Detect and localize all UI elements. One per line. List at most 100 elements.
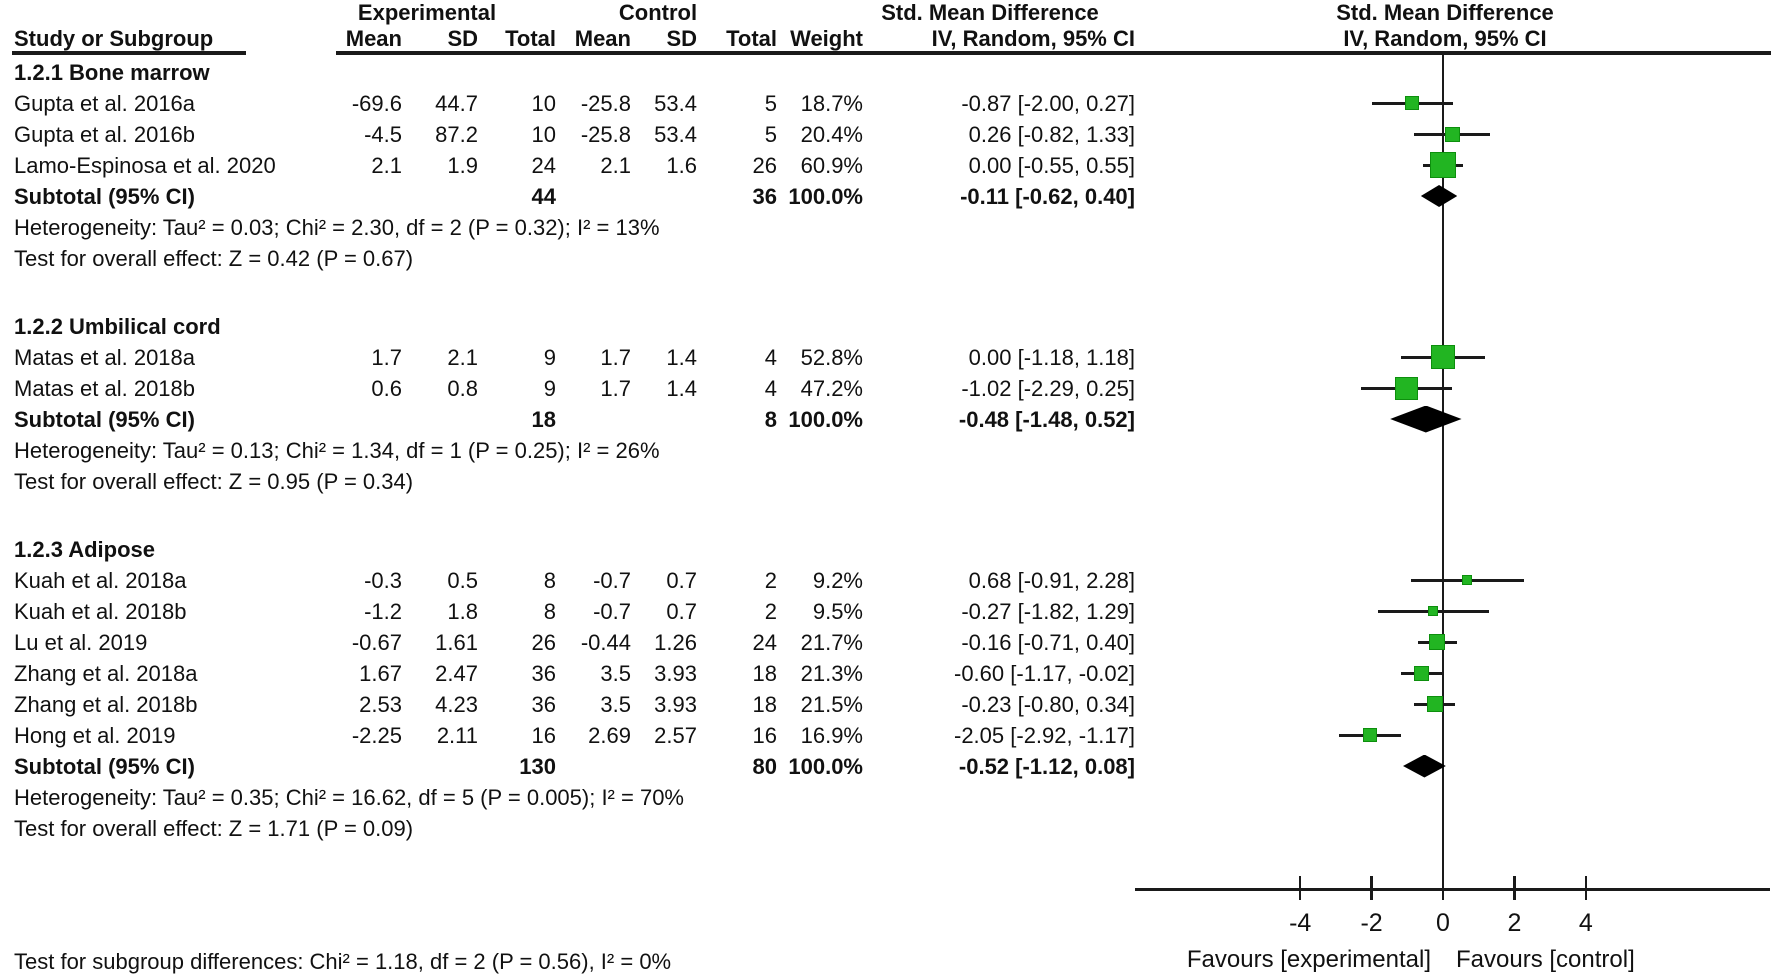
subtotal-ci-text: -0.11 [-0.62, 0.40] [960,183,1135,209]
study-exp_mean: 2.1 [371,152,402,178]
study-ci_text: -0.87 [-2.00, 0.27] [961,90,1135,116]
study-ctrl_sd: 53.4 [654,121,697,147]
group-heading: 1.2.2 Umbilical cord [14,313,221,339]
study-exp_sd: 2.1 [447,344,478,370]
study-point-marker [1404,96,1419,110]
subtotal-label: Subtotal (95% CI) [14,406,195,432]
study-exp_total: 26 [531,629,556,655]
study-ctrl_total: 2 [764,598,777,624]
subtotal-exp-total: 130 [519,753,556,779]
study-exp_sd: 1.8 [447,598,478,624]
study-ci_text: -0.23 [-0.80, 0.34] [961,691,1135,717]
study-name: Hong et al. 2019 [14,722,176,748]
study-ctrl_sd: 1.26 [654,629,697,655]
study-ctrl_sd: 3.93 [654,660,697,686]
study-exp_total: 36 [531,660,556,686]
header-smd-right: Std. Mean Difference [1336,0,1554,25]
subtotal-ctrl-total: 8 [764,406,777,432]
study-weight: 21.3% [800,660,863,686]
study-name: Zhang et al. 2018a [14,660,198,686]
subtotal-exp-total: 18 [531,406,556,432]
study-exp_mean: -0.3 [364,567,402,593]
study-ctrl_mean: -0.44 [580,629,631,655]
study-ci_text: -0.16 [-0.71, 0.40] [961,629,1135,655]
study-exp_total: 16 [531,722,556,748]
subtotal-weight: 100.0% [788,406,863,432]
study-ctrl_mean: 3.5 [600,691,631,717]
study-ci_text: 0.26 [-0.82, 1.33] [968,121,1135,147]
header-ctrl-total: Total [726,26,777,51]
subtotal-ci-text: -0.52 [-1.12, 0.08] [958,753,1135,779]
study-point-marker [1428,606,1439,616]
study-name: Matas et al. 2018a [14,344,196,370]
study-name: Zhang et al. 2018b [14,691,198,717]
study-ctrl_sd: 2.57 [654,722,697,748]
header-smd-left: Std. Mean Difference [881,0,1099,25]
subtotal-weight: 100.0% [788,183,863,209]
study-name: Matas et al. 2018b [14,375,196,401]
study-point-marker [1431,345,1455,369]
study-ctrl_total: 24 [752,629,777,655]
study-point-marker [1444,126,1460,142]
study-name: Lamo-Espinosa et al. 2020 [14,152,276,178]
axis-tick-label: 2 [1507,909,1522,937]
header-exp-sd: SD [447,26,478,51]
study-exp_sd: 44.7 [435,90,478,116]
study-ctrl_total: 5 [764,90,777,116]
study-ci_text: 0.00 [-0.55, 0.55] [968,152,1135,178]
study-weight: 21.5% [800,691,863,717]
study-ctrl_total: 18 [752,691,777,717]
study-weight: 9.5% [812,598,863,624]
study-weight: 18.7% [800,90,863,116]
heterogeneity-text: Heterogeneity: Tau² = 0.03; Chi² = 2.30,… [14,214,660,240]
overall-effect-text: Test for overall effect: Z = 1.71 (P = 0… [14,815,414,841]
study-exp_mean: 1.67 [359,660,402,686]
study-ctrl_mean: -0.7 [593,567,631,593]
study-exp_sd: 2.11 [436,722,478,748]
axis-tick-label: -2 [1360,909,1383,937]
subtotal-weight: 100.0% [788,753,863,779]
overall-effect-text: Test for overall effect: Z = 0.95 (P = 0… [14,468,414,494]
study-point-marker [1414,665,1430,681]
header-study-or-subgroup: Study or Subgroup [14,26,214,51]
subtotal-ctrl-total: 80 [752,753,777,779]
study-weight: 52.8% [800,344,863,370]
axis-tick-label: 0 [1436,909,1450,937]
study-exp_sd: 1.61 [435,629,478,655]
study-name: Kuah et al. 2018b [14,598,187,624]
study-ci_text: -0.60 [-1.17, -0.02] [954,660,1135,686]
study-ctrl_total: 4 [764,344,777,370]
study-exp_total: 24 [531,152,556,178]
study-name: Gupta et al. 2016b [14,121,196,147]
study-exp_total: 10 [531,121,556,147]
study-ctrl_total: 18 [752,660,777,686]
study-ci_text: -1.02 [-2.29, 0.25] [961,375,1135,401]
header-rule-left [12,51,246,55]
study-name: Lu et al. 2019 [14,629,148,655]
header-rule-right [336,51,1771,55]
axis-tick [1441,876,1445,900]
study-exp_sd: 0.8 [447,375,478,401]
study-ctrl_total: 16 [752,722,777,748]
study-ctrl_sd: 0.7 [666,567,697,593]
header-iv-random-left: IV, Random, 95% CI [931,26,1135,51]
study-ctrl_total: 5 [764,121,777,147]
study-ci_text: 0.68 [-0.91, 2.28] [968,567,1135,593]
study-exp_mean: 0.6 [371,375,402,401]
study-ci_text: -2.05 [-2.92, -1.17] [954,722,1135,748]
study-ctrl_mean: -25.8 [580,121,631,147]
study-ctrl_sd: 53.4 [654,90,697,116]
study-exp_total: 9 [543,344,556,370]
study-ctrl_mean: -25.8 [580,90,631,116]
study-exp_mean: -69.6 [351,90,402,116]
axis-tick-label: -4 [1289,909,1312,937]
study-weight: 60.9% [800,152,863,178]
study-exp_mean: 1.7 [371,344,402,370]
study-exp_sd: 2.47 [435,660,478,686]
x-axis-line [1135,888,1770,891]
study-exp_mean: -1.2 [364,598,402,624]
study-point-marker [1462,575,1473,585]
overall-effect-text: Test for overall effect: Z = 0.42 (P = 0… [14,245,414,271]
study-ci_text: -0.27 [-1.82, 1.29] [961,598,1135,624]
study-weight: 21.7% [800,629,863,655]
